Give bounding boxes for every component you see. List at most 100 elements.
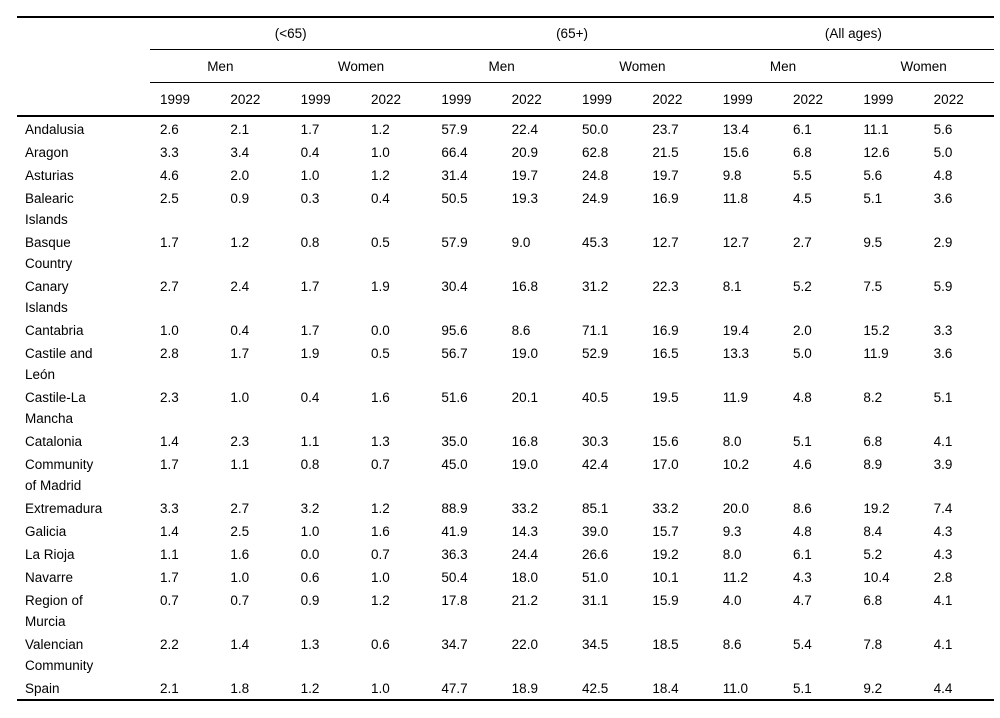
value-cell: 3.6 (933, 191, 953, 206)
value-cell: 0.7 (370, 457, 390, 472)
value-cell: 3.6 (933, 346, 953, 361)
age-group-header-row: (<65) (65+) (All ages) (17, 17, 995, 50)
region-name-cell: Spain (17, 676, 150, 700)
value-cell: 0.6 (300, 570, 320, 585)
value-cell: 41.9 (441, 524, 468, 539)
value-cell: 36.3 (441, 547, 468, 562)
value-cell: 19.7 (511, 168, 538, 183)
value-cell: 17.8 (441, 593, 468, 608)
value-cell: 24.4 (511, 547, 538, 562)
value-cell: 1.7 (160, 235, 179, 250)
region-name-cell: La Rioja (17, 542, 150, 565)
value-cell: 2.6 (160, 122, 179, 137)
value-cell: 21.5 (652, 145, 679, 160)
region-name-text: Aragon (25, 145, 69, 160)
region-name-cell: Catalonia (17, 429, 150, 452)
value-cell: 51.6 (441, 390, 468, 405)
year-header: 2022 (923, 82, 995, 117)
value-cell: 1.6 (230, 547, 250, 562)
value-cell: 16.8 (511, 434, 538, 449)
sex-header-women: Women (290, 49, 432, 83)
year-header: 2022 (783, 82, 854, 117)
region-name-text: Andalusia (25, 122, 85, 137)
value-cell: 57.9 (441, 122, 468, 137)
region-name-text: Navarre (25, 570, 74, 585)
value-cell: 1.9 (370, 279, 390, 294)
table-row: Spain 2.1 1.8 1.2 1.0 47.7 18.9 42.5 18.4 11.0 5.1… (17, 676, 994, 700)
value-cell: 1.4 (230, 637, 250, 652)
value-cell: 0.0 (370, 323, 390, 338)
value-cell: 1.2 (370, 122, 390, 137)
value-cell: 51.0 (582, 570, 609, 585)
value-cell: 18.5 (652, 637, 679, 652)
value-cell: 5.1 (863, 191, 883, 206)
region-name-cell: Balearic Islands (17, 186, 150, 230)
value-cell: 34.5 (582, 637, 609, 652)
value-cell: 3.2 (300, 501, 320, 516)
region-name-cell: Cantabria (17, 318, 150, 341)
value-cell: 7.5 (863, 279, 883, 294)
region-name-text: Asturias (25, 168, 74, 183)
value-cell: 50.5 (441, 191, 468, 206)
value-cell: 1.4 (160, 434, 179, 449)
value-cell: 33.2 (511, 501, 538, 516)
value-cell: 4.4 (933, 681, 953, 696)
value-cell: 57.9 (441, 235, 468, 250)
region-name-text: Galicia (25, 524, 67, 539)
value-cell: 1.0 (300, 168, 320, 183)
value-cell: 9.3 (722, 524, 742, 539)
value-cell: 2.0 (230, 168, 250, 183)
value-cell: 0.9 (230, 191, 250, 206)
value-cell: 16.9 (652, 191, 679, 206)
value-cell: 11.8 (722, 191, 748, 206)
value-cell: 0.4 (300, 145, 320, 160)
value-cell: 12.7 (722, 235, 749, 250)
value-cell: 5.9 (933, 279, 953, 294)
value-cell: 15.6 (652, 434, 679, 449)
value-cell: 6.8 (863, 593, 883, 608)
value-cell: 8.6 (722, 637, 742, 652)
value-cell: 5.1 (933, 390, 953, 405)
value-cell: 11.9 (863, 346, 889, 361)
table-row: Castile-La Mancha 2.3 1.0 0.4 1.6 51.6 20.1 40.… (17, 385, 994, 429)
region-name-cell: Andalusia (17, 116, 150, 140)
year-header: 1999 (572, 82, 643, 117)
value-cell: 18.9 (511, 681, 538, 696)
value-cell: 56.7 (441, 346, 468, 361)
value-cell: 5.6 (933, 122, 953, 137)
value-cell: 7.8 (863, 637, 883, 652)
value-cell: 1.0 (300, 524, 320, 539)
value-cell: 8.6 (511, 323, 531, 338)
value-cell: 1.3 (300, 637, 320, 652)
table-row: Castile and León 2.8 1.7 1.9 0.5 56.7 19.0 52.9… (17, 341, 994, 385)
value-cell: 8.1 (722, 279, 742, 294)
year-header-row: 1999 2022 1999 2022 1999 2022 1999 2022 … (17, 82, 995, 117)
value-cell: 1.7 (160, 570, 179, 585)
value-cell: 8.9 (863, 457, 883, 472)
value-cell: 1.1 (300, 434, 320, 449)
value-cell: 2.2 (160, 637, 179, 652)
value-cell: 2.7 (793, 235, 812, 250)
value-cell: 31.4 (441, 168, 468, 183)
region-name-text: Valencian Community (25, 637, 94, 673)
value-cell: 4.1 (933, 637, 953, 652)
year-header: 2022 (360, 82, 432, 117)
value-cell: 39.0 (582, 524, 609, 539)
value-cell: 4.6 (160, 168, 179, 183)
value-cell: 1.2 (370, 501, 390, 516)
value-cell: 3.4 (230, 145, 250, 160)
table-row: Catalonia 1.4 2.3 1.1 1.3 35.0 16.8 30.3 15.6 8.0… (17, 429, 994, 452)
value-cell: 14.3 (511, 524, 538, 539)
value-cell: 17.0 (652, 457, 679, 472)
value-cell: 5.2 (793, 279, 812, 294)
value-cell: 0.5 (370, 346, 390, 361)
value-cell: 20.0 (722, 501, 749, 516)
region-name-text: Canary Islands (25, 279, 69, 315)
table-row: Aragon 3.3 3.4 0.4 1.0 66.4 20.9 62.8 21.5 15.6 6.… (17, 140, 994, 163)
value-cell: 6.1 (793, 122, 812, 137)
table-row: Community of Madrid 1.7 1.1 0.8 0.7 45.0 19.0 4… (17, 452, 994, 496)
value-cell: 35.0 (441, 434, 468, 449)
value-cell: 4.8 (793, 390, 812, 405)
value-cell: 2.7 (160, 279, 179, 294)
value-cell: 13.3 (722, 346, 749, 361)
